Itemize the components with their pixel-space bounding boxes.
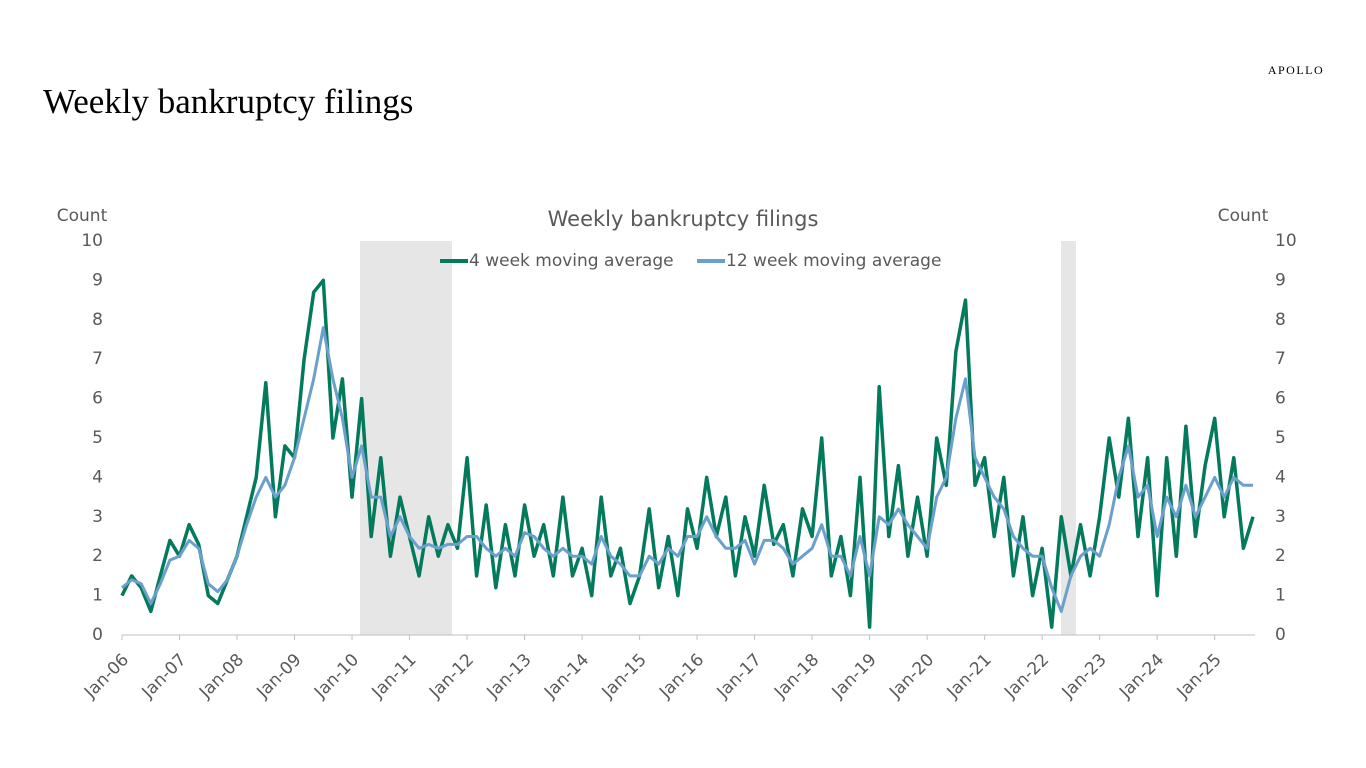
y2-tick-label: 10: [1275, 231, 1297, 251]
x-tick-label: Jan-06: [80, 650, 133, 703]
y-tick-label: 9: [92, 270, 103, 290]
x-tick-label: Jan-25: [1173, 650, 1226, 703]
shaded-period: [1061, 241, 1076, 635]
y2-tick-label: 0: [1275, 625, 1286, 645]
x-tick-label: Jan-10: [310, 650, 363, 703]
x-tick-label: Jan-21: [943, 650, 996, 703]
y-tick-label: 7: [92, 349, 103, 369]
slide-title: Weekly bankruptcy filings: [43, 82, 413, 121]
x-tick-label: Jan-08: [195, 650, 248, 703]
shaded-period: [360, 241, 452, 635]
y-tick-label: 5: [92, 428, 103, 448]
y2-tick-label: 4: [1275, 467, 1286, 487]
y2-tick-label: 9: [1275, 270, 1286, 290]
y-tick-label: 0: [92, 625, 103, 645]
chart-title: Weekly bankruptcy filings: [548, 207, 819, 231]
y2-tick-label: 2: [1275, 546, 1286, 566]
x-tick-label: Jan-16: [655, 650, 708, 703]
y-tick-label: 1: [92, 586, 103, 606]
legend-label: 12 week moving average: [726, 251, 941, 271]
x-tick-label: Jan-11: [368, 650, 421, 703]
series-line: [120, 278, 1255, 629]
x-tick-label: Jan-14: [540, 650, 593, 703]
x-tick-label: Jan-12: [425, 650, 478, 703]
y2-tick-label: 5: [1275, 428, 1286, 448]
series-line: [121, 326, 1253, 613]
y2-axis-title: Count: [1218, 206, 1269, 226]
y2-tick-label: 7: [1275, 349, 1286, 369]
legend-label: 4 week moving average: [469, 251, 674, 271]
y-tick-label: 10: [81, 231, 103, 251]
brand: APOLLO: [1268, 63, 1324, 77]
y-tick-label: 8: [92, 310, 103, 330]
y-axis-title: Count: [57, 206, 108, 226]
x-tick-label: Jan-17: [713, 650, 766, 703]
x-tick-label: Jan-18: [770, 650, 823, 703]
x-tick-label: Jan-22: [1000, 650, 1053, 703]
x-tick-label: Jan-13: [483, 650, 536, 703]
x-tick-label: Jan-07: [138, 650, 191, 703]
y2-tick-label: 3: [1275, 507, 1286, 527]
x-tick-label: Jan-09: [253, 650, 306, 703]
y-tick-label: 4: [92, 467, 103, 487]
y2-tick-label: 6: [1275, 389, 1286, 409]
x-tick-label: Jan-24: [1115, 650, 1168, 703]
x-tick-label: Jan-20: [885, 650, 938, 703]
y-tick-label: 6: [92, 389, 103, 409]
x-tick-label: Jan-15: [598, 650, 651, 703]
y2-tick-label: 8: [1275, 310, 1286, 330]
y-tick-label: 3: [92, 507, 103, 527]
y-tick-label: 2: [92, 546, 103, 566]
x-tick-label: Jan-23: [1058, 650, 1111, 703]
x-tick-label: Jan-19: [828, 650, 881, 703]
y2-tick-label: 1: [1275, 586, 1286, 606]
